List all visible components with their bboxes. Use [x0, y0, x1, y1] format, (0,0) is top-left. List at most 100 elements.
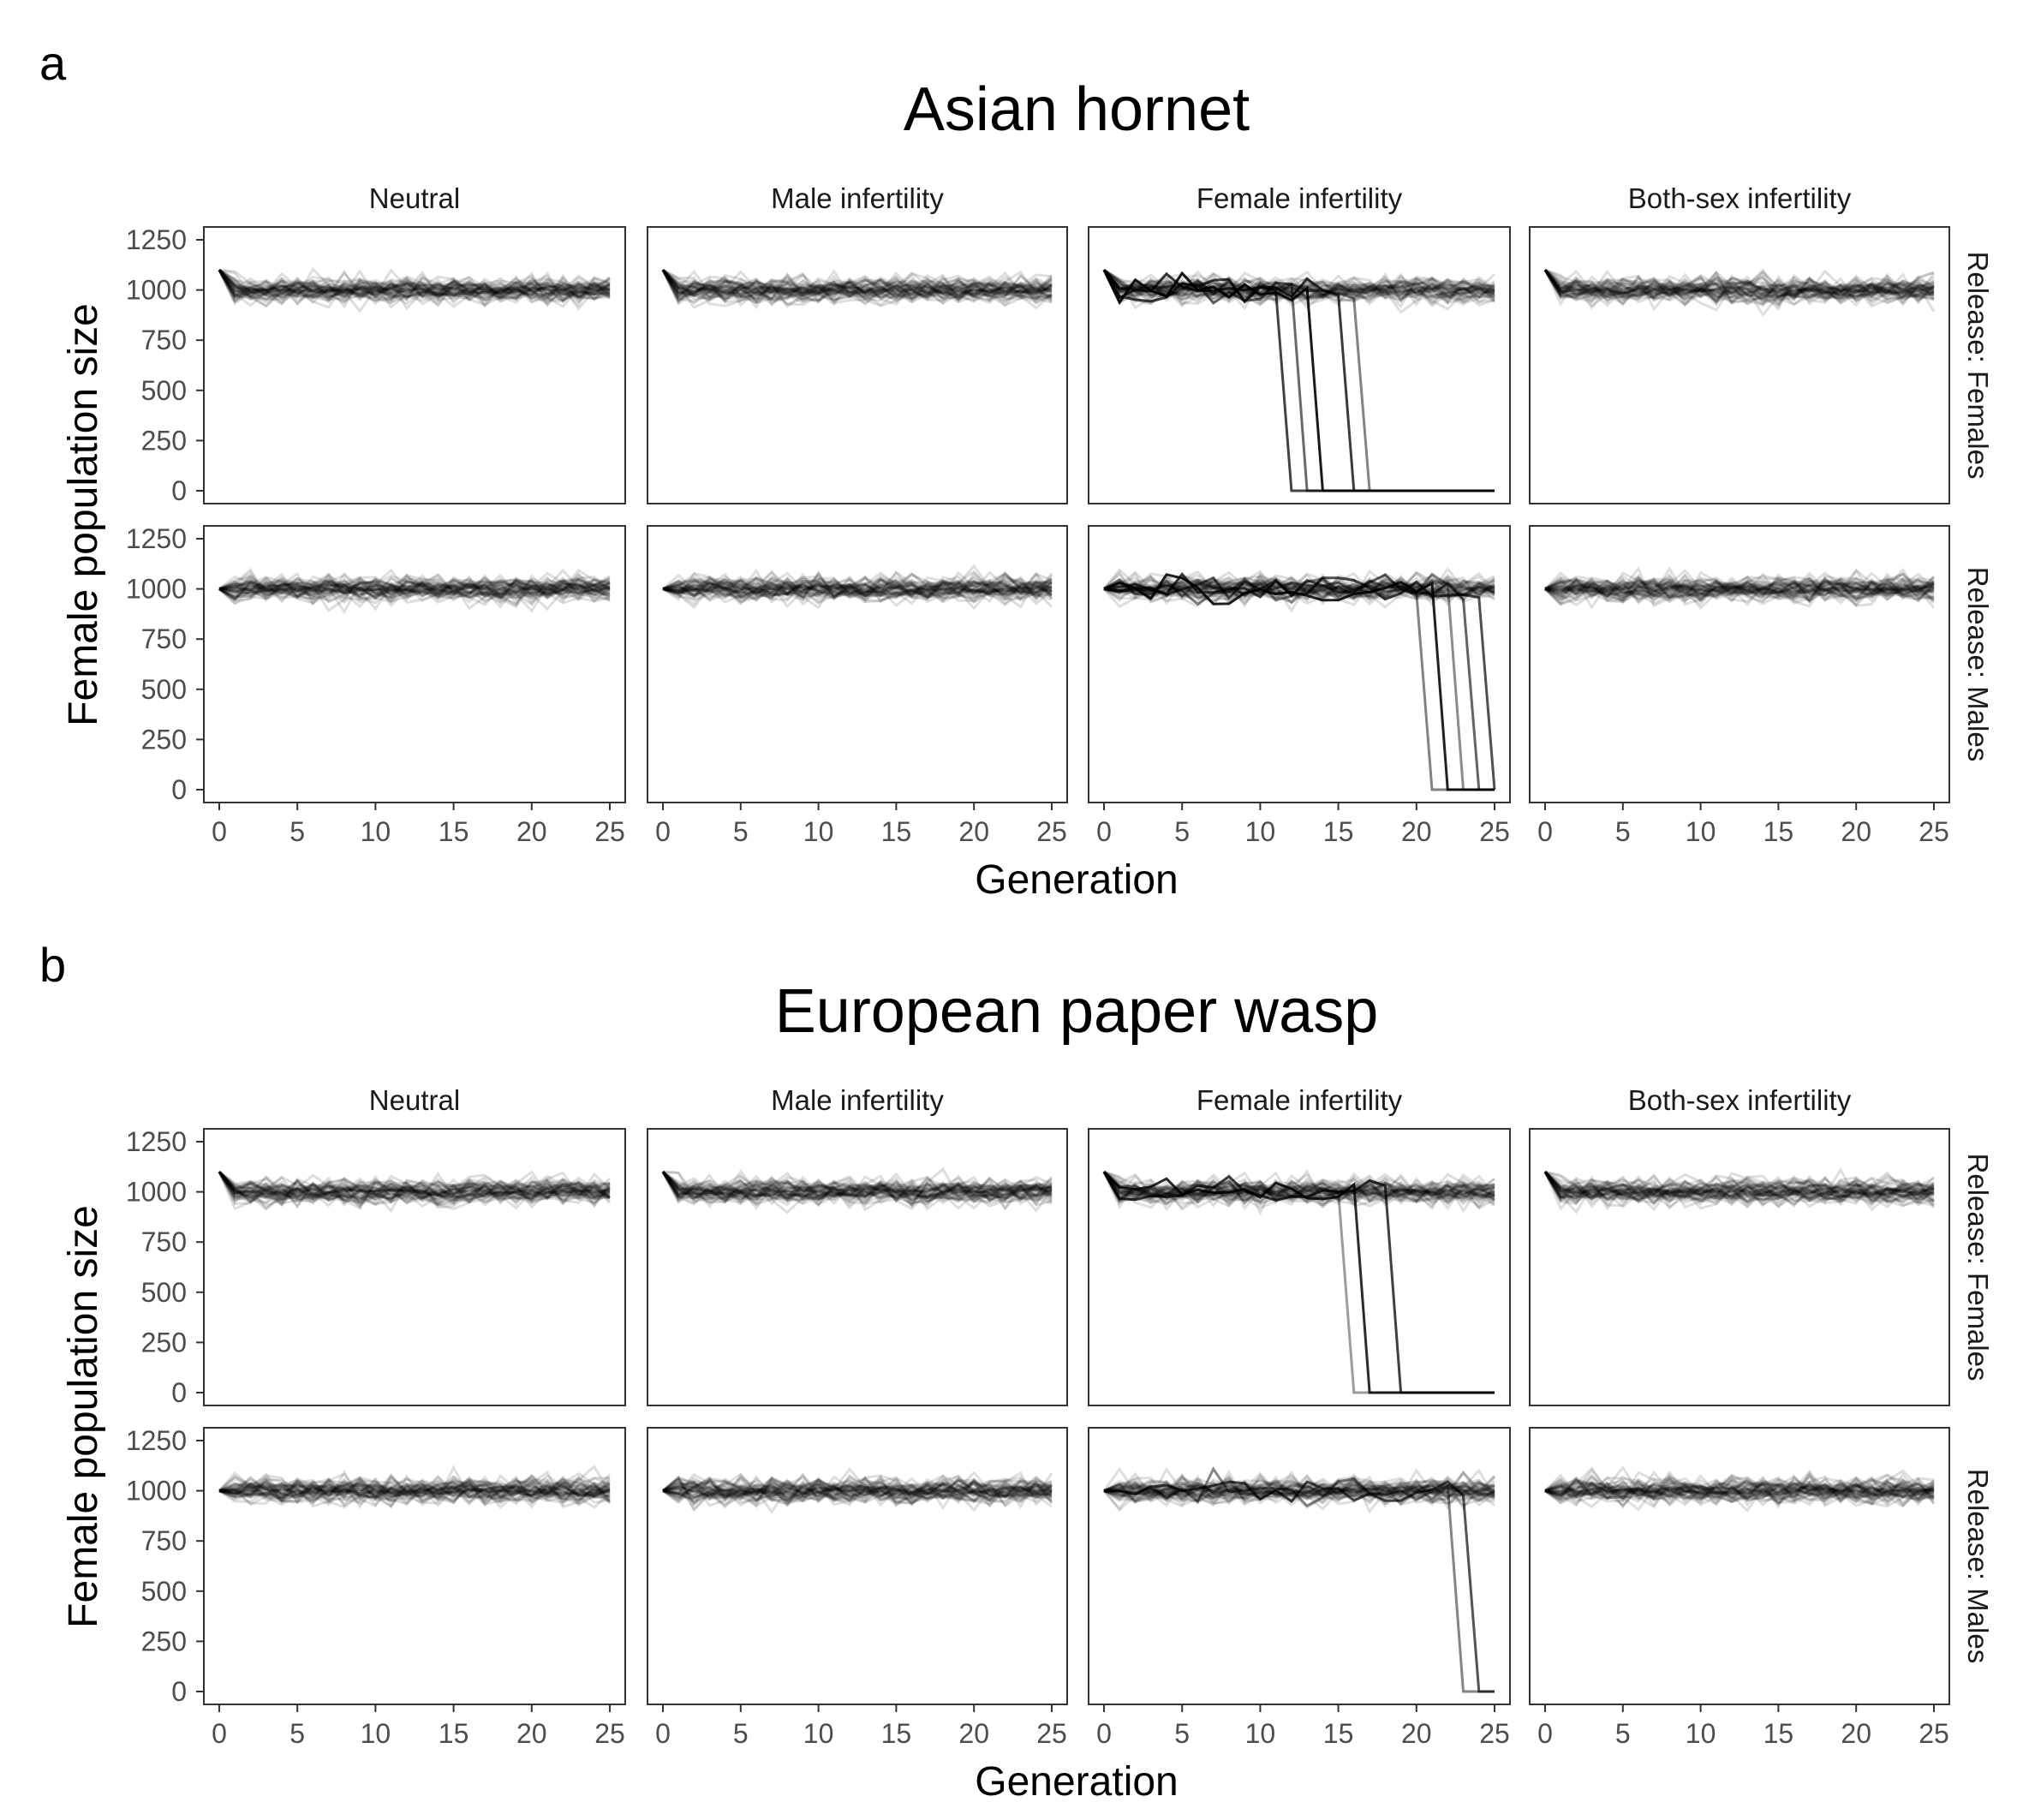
panel-frame: [204, 1129, 625, 1405]
x-tick-label: 5: [289, 1718, 305, 1749]
y-tick-label: 750: [141, 325, 187, 355]
x-tick-label: 0: [1096, 1718, 1112, 1749]
y-tick-label: 750: [141, 1226, 187, 1257]
panel-frame: [1089, 1129, 1510, 1405]
x-tick-label: 15: [439, 816, 469, 847]
facet-column-label: Female infertility: [1196, 182, 1403, 214]
y-tick-label: 500: [141, 674, 187, 705]
x-tick-label: 0: [1537, 1718, 1553, 1749]
x-tick-label: 20: [958, 816, 989, 847]
series-line-collapse: [1104, 575, 1495, 791]
facet-row-label: Release: Females: [1962, 1154, 1994, 1381]
x-tick-label: 10: [803, 1718, 834, 1749]
x-tick-label: 20: [1401, 816, 1432, 847]
x-tick-label: 0: [655, 816, 671, 847]
y-tick-label: 250: [141, 1626, 187, 1656]
y-tick-label: 0: [171, 475, 187, 506]
x-tick-label: 25: [1919, 816, 1949, 847]
facet-column-label: Neutral: [369, 1084, 460, 1116]
x-tick-label: 20: [516, 816, 547, 847]
x-tick-label: 20: [1841, 1718, 1871, 1749]
x-tick-label: 20: [516, 1718, 547, 1749]
panel-frame: [647, 1428, 1067, 1704]
x-tick-label: 20: [1401, 1718, 1432, 1749]
facet-column-label: Both-sex infertility: [1628, 182, 1852, 214]
facet-panel: [204, 526, 625, 803]
panel-frame: [647, 227, 1067, 504]
series-line-collapse: [1104, 574, 1495, 790]
facet-panel: [204, 1428, 625, 1704]
facet-panel: [1089, 1129, 1510, 1405]
facet-panel: [1530, 1129, 1949, 1405]
x-tick-label: 25: [1479, 816, 1510, 847]
facet-panel: [204, 227, 625, 504]
x-tick-label: 20: [958, 1718, 989, 1749]
series-line-collapse: [1104, 1172, 1495, 1393]
x-tick-label: 0: [655, 1718, 671, 1749]
facet-panel: [1530, 1428, 1949, 1704]
y-tick-label: 250: [141, 1327, 187, 1358]
series-line-collapse: [1104, 575, 1495, 790]
x-tick-label: 15: [1323, 1718, 1354, 1749]
y-axis-title: Female population size: [61, 1205, 106, 1628]
x-tick-label: 25: [594, 816, 625, 847]
facet-panel: [647, 1428, 1067, 1704]
x-tick-label: 15: [1763, 816, 1794, 847]
panel-frame: [1089, 1428, 1510, 1704]
y-tick-label: 500: [141, 1277, 187, 1308]
facet-column-label: Both-sex infertility: [1628, 1084, 1852, 1116]
x-tick-label: 10: [1245, 1718, 1276, 1749]
series-line-collapse: [1104, 1482, 1495, 1692]
facet-panel: [647, 227, 1067, 504]
panel-frame: [204, 1428, 625, 1704]
x-tick-label: 5: [1615, 816, 1631, 847]
facet-column-label: Male infertility: [771, 1084, 944, 1116]
facet-panel: [1089, 227, 1510, 504]
x-tick-label: 5: [733, 816, 749, 847]
facet-panel: [1089, 526, 1510, 803]
x-tick-label: 0: [1537, 816, 1553, 847]
x-tick-label: 0: [212, 816, 227, 847]
facet-column-label: Neutral: [369, 182, 460, 214]
panel-frame: [1530, 526, 1949, 803]
x-tick-label: 25: [1036, 1718, 1067, 1749]
y-tick-label: 500: [141, 1576, 187, 1607]
facet-panel: [204, 1129, 625, 1405]
panel-frame: [204, 227, 625, 504]
x-tick-label: 15: [439, 1718, 469, 1749]
panel-frame: [1530, 227, 1949, 504]
panel-frame: [204, 526, 625, 803]
facet-panel: [1530, 227, 1949, 504]
x-tick-label: 10: [1686, 816, 1716, 847]
series-line-collapse: [1104, 575, 1495, 790]
x-tick-label: 10: [1686, 1718, 1716, 1749]
x-tick-label: 25: [594, 1718, 625, 1749]
y-tick-label: 750: [141, 1525, 187, 1556]
facet-row-label: Release: Males: [1962, 567, 1994, 761]
x-tick-label: 15: [1763, 1718, 1794, 1749]
x-tick-label: 15: [1323, 816, 1354, 847]
x-tick-label: 25: [1479, 1718, 1510, 1749]
facet-column-label: Female infertility: [1196, 1084, 1403, 1116]
x-axis-title: Generation: [975, 857, 1179, 903]
facet-column-label: Male infertility: [771, 182, 944, 214]
facet-panel: [1089, 1428, 1510, 1704]
x-tick-label: 25: [1036, 816, 1067, 847]
panel-frame: [647, 526, 1067, 803]
series-line-collapse: [1104, 579, 1495, 790]
x-tick-label: 10: [361, 816, 391, 847]
chart-title: Asian hornet: [904, 75, 1250, 144]
chart-title: European paper wasp: [775, 977, 1379, 1046]
panel-letter-a: a: [39, 36, 67, 90]
y-axis-title: Female population size: [61, 303, 106, 726]
series-line-collapse: [1104, 1172, 1495, 1393]
y-tick-label: 0: [171, 1377, 187, 1408]
x-tick-label: 15: [881, 816, 912, 847]
y-tick-label: 1250: [126, 1425, 187, 1456]
x-tick-label: 5: [1174, 816, 1190, 847]
facet-panel: [647, 1129, 1067, 1405]
y-tick-label: 0: [171, 1676, 187, 1707]
y-tick-label: 1250: [126, 224, 187, 255]
x-tick-label: 10: [361, 1718, 391, 1749]
